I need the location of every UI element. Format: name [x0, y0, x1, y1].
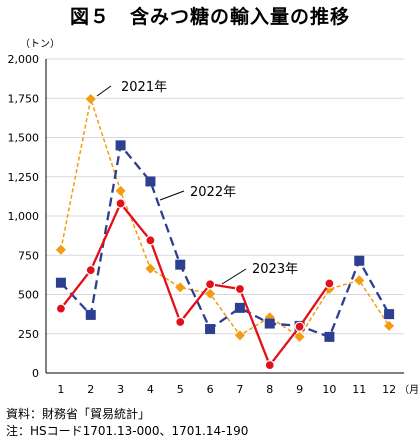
- series-line-2021年: [61, 99, 389, 337]
- x-tick-label: 11: [352, 383, 366, 396]
- series-labels: 2021年 2022年 2023年: [97, 80, 298, 284]
- series-line-2022年: [61, 145, 389, 337]
- hs-code-note: 注：HSコード1701.13-000、1701.14-190: [6, 422, 248, 439]
- x-tick-label: 9: [296, 383, 303, 396]
- data-point-diamond: [56, 245, 66, 255]
- y-tick-label: 250: [18, 328, 39, 341]
- x-tick-label: 8: [266, 383, 273, 396]
- x-tick-label: 7: [236, 383, 243, 396]
- data-point-square: [265, 319, 275, 329]
- data-point-circle: [265, 361, 274, 370]
- source-note: 資料：財務省「貿易統計」: [6, 405, 150, 422]
- leader-line: [222, 269, 246, 284]
- data-point-diamond: [235, 330, 245, 340]
- y-tick-label: 1,750: [8, 92, 40, 105]
- data-point-circle: [56, 304, 65, 313]
- x-tick-label: 10: [322, 383, 336, 396]
- data-point-diamond: [175, 282, 185, 292]
- data-point-square: [145, 176, 155, 186]
- data-point-square: [175, 260, 185, 270]
- data-point-square: [235, 303, 245, 313]
- x-tick-label: 6: [207, 383, 214, 396]
- data-point-circle: [86, 266, 95, 275]
- series-label: 2023年: [252, 262, 298, 277]
- data-point-square: [324, 332, 334, 342]
- data-point-circle: [206, 280, 215, 289]
- x-tick-label: 5: [177, 383, 184, 396]
- data-point-square: [116, 140, 126, 150]
- leader-line: [97, 86, 111, 96]
- data-point-square: [205, 324, 215, 334]
- y-tick-label: 2,000: [8, 53, 40, 66]
- data-point-square: [56, 278, 66, 288]
- data-point-diamond: [145, 264, 155, 274]
- y-tick-label: 750: [18, 249, 39, 262]
- x-tick-label: 4: [147, 383, 154, 396]
- x-axis-unit-label: （月）: [399, 384, 420, 396]
- data-point-circle: [146, 236, 155, 245]
- data-point-square: [86, 310, 96, 320]
- data-point-circle: [176, 317, 185, 326]
- series: [56, 94, 394, 370]
- data-point-circle: [116, 199, 125, 208]
- data-point-square: [384, 309, 394, 319]
- x-tick-label: 12: [382, 383, 396, 396]
- data-point-circle: [235, 285, 244, 294]
- y-tick-label: 1,000: [8, 210, 40, 223]
- data-point-square: [354, 256, 364, 266]
- x-tick-label: 3: [117, 383, 124, 396]
- y-tick-label: 1,500: [8, 132, 40, 145]
- data-point-diamond: [86, 94, 96, 104]
- x-tick-label: 1: [57, 383, 64, 396]
- y-tick-label: 0: [32, 367, 39, 380]
- data-point-circle: [295, 322, 304, 331]
- data-point-diamond: [384, 321, 394, 331]
- series-label: 2021年: [121, 80, 167, 95]
- x-tick-label: 2: [87, 383, 94, 396]
- leader-line: [160, 191, 184, 200]
- series-line-2023年: [61, 203, 330, 365]
- data-point-diamond: [354, 275, 364, 285]
- series-label: 2022年: [190, 185, 236, 200]
- y-tick-label: 1,250: [8, 171, 40, 184]
- y-tick-label: 500: [18, 289, 39, 302]
- data-point-circle: [325, 279, 334, 288]
- y-axis-unit-label: （トン）: [20, 38, 60, 50]
- data-point-diamond: [116, 186, 126, 196]
